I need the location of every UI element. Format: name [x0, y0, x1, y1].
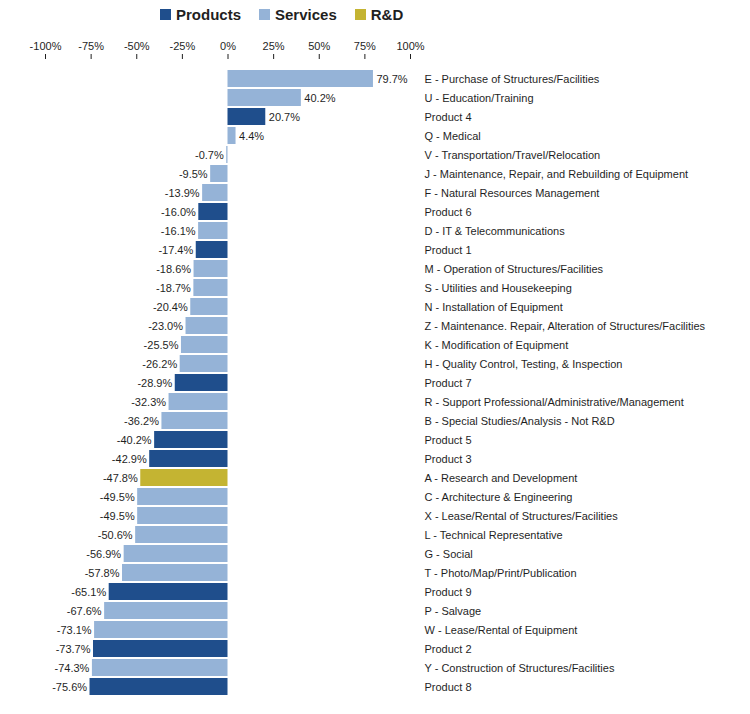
- svg-text:-49.5%: -49.5%: [100, 491, 135, 503]
- svg-text:79.7%: 79.7%: [376, 73, 407, 85]
- svg-text:L - Technical Representative: L - Technical Representative: [425, 529, 563, 541]
- svg-text:-50%: -50%: [124, 40, 150, 52]
- svg-text:-23.0%: -23.0%: [148, 320, 183, 332]
- svg-text:Product 7: Product 7: [425, 377, 472, 389]
- svg-text:D - IT & Telecommunications: D - IT & Telecommunications: [425, 225, 566, 237]
- svg-text:-75%: -75%: [78, 40, 104, 52]
- svg-text:-67.6%: -67.6%: [67, 605, 102, 617]
- html-text:Products: Products: [176, 5, 241, 23]
- svg-text:50%: 50%: [308, 40, 330, 52]
- svg-text:V - Transportation/Travel/Relo: V - Transportation/Travel/Relocation: [425, 149, 601, 161]
- svg-text:-73.7%: -73.7%: [56, 643, 91, 655]
- svg-text:-42.9%: -42.9%: [112, 453, 147, 465]
- svg-text:Product 2: Product 2: [425, 643, 472, 655]
- svg-text:Product 9: Product 9: [425, 586, 472, 598]
- svg-text:-100%: -100%: [30, 40, 62, 52]
- svg-text:-50.6%: -50.6%: [98, 529, 133, 541]
- svg-text:-73.1%: -73.1%: [57, 624, 92, 636]
- svg-text:X - Lease/Rental of Structures: X - Lease/Rental of Structures/Facilitie…: [425, 510, 619, 522]
- svg-text:Y - Construction of Structures: Y - Construction of Structures/Facilitie…: [425, 662, 615, 674]
- svg-text:Q - Medical: Q - Medical: [425, 130, 481, 142]
- svg-text:-17.4%: -17.4%: [158, 244, 193, 256]
- svg-text:-32.3%: -32.3%: [131, 396, 166, 408]
- svg-text:-26.2%: -26.2%: [142, 358, 177, 370]
- svg-text:-25%: -25%: [170, 40, 196, 52]
- svg-text:Product 8: Product 8: [425, 681, 472, 693]
- svg-text:C - Architecture & Engineering: C - Architecture & Engineering: [425, 491, 573, 503]
- svg-text:-74.3%: -74.3%: [55, 662, 90, 674]
- svg-text:-36.2%: -36.2%: [124, 415, 159, 427]
- svg-text:40.2%: 40.2%: [304, 92, 335, 104]
- svg-text:-57.8%: -57.8%: [85, 567, 120, 579]
- svg-text:-13.9%: -13.9%: [165, 187, 200, 199]
- svg-text:-9.5%: -9.5%: [179, 168, 208, 180]
- svg-text:-75.6%: -75.6%: [52, 681, 87, 693]
- svg-text:P - Salvage: P - Salvage: [425, 605, 482, 617]
- svg-text:-25.5%: -25.5%: [144, 339, 179, 351]
- svg-text:R - Support Professional/Admin: R - Support Professional/Administrative/…: [425, 396, 684, 408]
- svg-text:Product 5: Product 5: [425, 434, 472, 446]
- svg-text:A - Research and Development: A - Research and Development: [425, 472, 578, 484]
- svg-text:75%: 75%: [354, 40, 376, 52]
- svg-text:U - Education/Training: U - Education/Training: [425, 92, 534, 104]
- svg-text:-65.1%: -65.1%: [71, 586, 106, 598]
- svg-text:25%: 25%: [263, 40, 285, 52]
- svg-text:N - Installation of Equipment: N - Installation of Equipment: [425, 301, 563, 313]
- svg-text:T - Photo/Map/Print/Publicatio: T - Photo/Map/Print/Publication: [425, 567, 577, 579]
- svg-text:0%: 0%: [220, 40, 236, 52]
- svg-text:Product 4: Product 4: [425, 111, 472, 123]
- svg-text:-28.9%: -28.9%: [137, 377, 172, 389]
- svg-text:-18.6%: -18.6%: [156, 263, 191, 275]
- svg-text:-20.4%: -20.4%: [153, 301, 188, 313]
- svg-text:J - Maintenance, Repair, and R: J - Maintenance, Repair, and Rebuilding …: [425, 168, 689, 180]
- svg-text:M - Operation of Structures/Fa: M - Operation of Structures/Facilities: [425, 263, 604, 275]
- svg-text:E - Purchase of Structures/Fac: E - Purchase of Structures/Facilities: [425, 73, 600, 85]
- svg-text:W - Lease/Rental of Equipment: W - Lease/Rental of Equipment: [425, 624, 578, 636]
- svg-text:-16.1%: -16.1%: [161, 225, 196, 237]
- svg-text:4.4%: 4.4%: [239, 130, 264, 142]
- svg-text:Product 3: Product 3: [425, 453, 472, 465]
- svg-text:F - Natural Resources Manageme: F - Natural Resources Management: [425, 187, 600, 199]
- svg-text:-18.7%: -18.7%: [156, 282, 191, 294]
- svg-text:H - Quality Control, Testing,: H - Quality Control, Testing, & Inspecti…: [425, 358, 623, 370]
- svg-text:Product 6: Product 6: [425, 206, 472, 218]
- html-text:Services: Services: [275, 5, 337, 23]
- svg-text:B - Special Studies/Analysis -: B - Special Studies/Analysis - Not R&D: [425, 415, 615, 427]
- svg-text:Z - Maintenance. Repair, Alter: Z - Maintenance. Repair, Alteration of S…: [425, 320, 706, 332]
- svg-text:K - Modification of Equipment: K - Modification of Equipment: [425, 339, 569, 351]
- svg-text:-0.7%: -0.7%: [195, 149, 224, 161]
- svg-text:Product 1: Product 1: [425, 244, 472, 256]
- svg-text:-40.2%: -40.2%: [117, 434, 152, 446]
- html-text:R&D: R&D: [370, 5, 404, 23]
- svg-text:-47.8%: -47.8%: [103, 472, 138, 484]
- svg-text:20.7%: 20.7%: [269, 111, 300, 123]
- svg-text:S - Utilities and Housekeeping: S - Utilities and Housekeeping: [425, 282, 572, 294]
- svg-text:100%: 100%: [396, 40, 424, 52]
- svg-text:G - Social: G - Social: [425, 548, 473, 560]
- svg-text:-16.0%: -16.0%: [161, 206, 196, 218]
- svg-text:-49.5%: -49.5%: [100, 510, 135, 522]
- svg-text:-56.9%: -56.9%: [86, 548, 121, 560]
